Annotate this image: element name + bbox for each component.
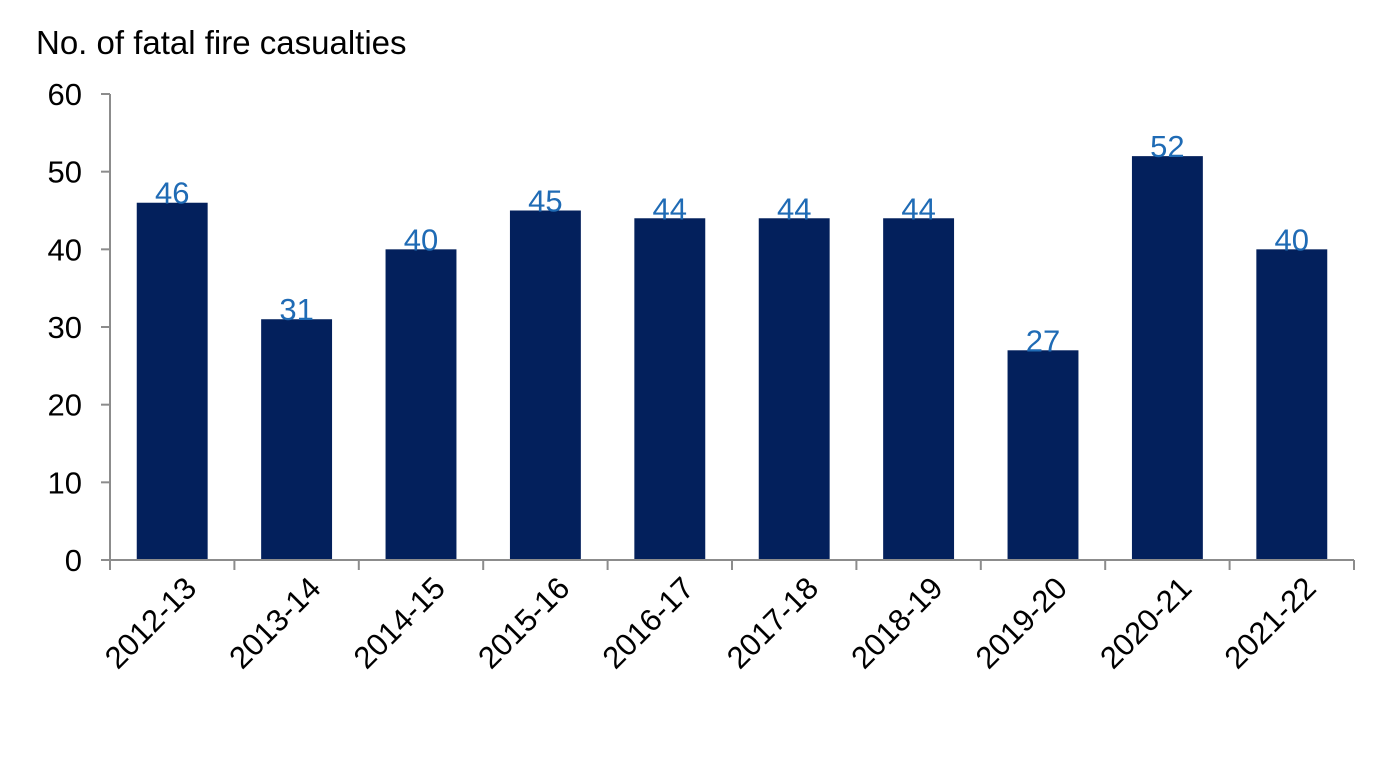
data-label: 40 <box>1275 222 1309 257</box>
y-tick-label: 50 <box>48 155 82 190</box>
bar <box>758 218 830 560</box>
x-tick-label: 2018-19 <box>844 570 949 675</box>
y-tick-label: 60 <box>48 77 82 112</box>
x-tick-label: 2015-16 <box>471 570 576 675</box>
x-axis-ticks: 2012-13 2013-14 2014-15 2015-16 2016-17 2017-… <box>98 560 1355 675</box>
y-tick-label: 0 <box>65 543 82 578</box>
y-tick-label: 10 <box>48 465 82 500</box>
data-label: 45 <box>528 184 562 219</box>
data-label: 44 <box>777 191 811 226</box>
data-label: 46 <box>155 176 189 211</box>
bar <box>1256 249 1328 561</box>
data-label: 52 <box>1150 129 1184 164</box>
x-tick-label: 2014-15 <box>347 570 452 675</box>
y-axis-ticks: 0 10 20 30 40 50 60 <box>48 77 110 578</box>
data-label: 44 <box>901 191 935 226</box>
bar <box>136 202 208 560</box>
bar <box>385 249 457 561</box>
x-tick-label: 2021-22 <box>1218 570 1323 675</box>
bar <box>1007 350 1079 560</box>
x-tick-label: 2020-21 <box>1093 570 1198 675</box>
data-label: 44 <box>653 191 687 226</box>
data-label: 31 <box>279 292 313 327</box>
bar <box>634 218 706 560</box>
bars <box>136 156 1328 561</box>
x-tick-label: 2016-17 <box>596 570 701 675</box>
data-labels: 46 31 40 45 44 44 44 27 52 40 <box>155 129 1309 358</box>
x-tick-label: 2012-13 <box>98 570 203 675</box>
x-tick-label: 2017-18 <box>720 570 825 675</box>
bar <box>509 210 581 560</box>
y-tick-label: 20 <box>48 388 82 423</box>
y-tick-label: 30 <box>48 310 82 345</box>
x-tick-label: 2019-20 <box>969 570 1074 675</box>
y-tick-label: 40 <box>48 232 82 267</box>
x-tick-label: 2013-14 <box>222 570 327 675</box>
bar <box>1131 156 1203 560</box>
y-axis-title: No. of fatal fire casualties <box>36 24 407 61</box>
data-label: 40 <box>404 222 438 257</box>
bar <box>261 319 333 560</box>
bar <box>883 218 955 560</box>
data-label: 27 <box>1026 323 1060 358</box>
